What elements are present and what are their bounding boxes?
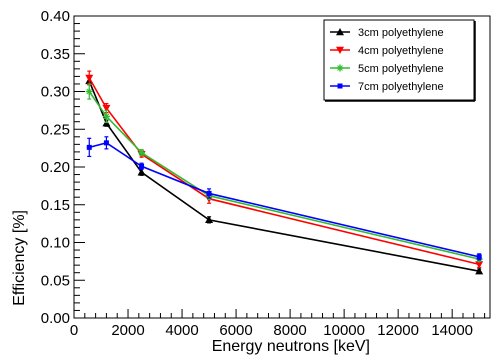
- data-point: [336, 28, 344, 36]
- data-point: [337, 83, 343, 89]
- y-tick-label: 0.00: [41, 310, 70, 327]
- legend-entry: 5cm polyethylene: [330, 63, 444, 75]
- x-tick-label: 6000: [219, 322, 252, 339]
- series-3: [85, 83, 483, 263]
- y-tick-label: 0.20: [41, 159, 70, 176]
- legend-label: 3cm polyethylene: [358, 27, 444, 39]
- x-tick-label: 10000: [323, 322, 365, 339]
- legend-label: 4cm polyethylene: [358, 45, 444, 57]
- data-point: [86, 144, 92, 150]
- legend-entry: 4cm polyethylene: [330, 45, 444, 57]
- series-line: [89, 141, 480, 258]
- data-point: [102, 112, 110, 120]
- legend-entry: 3cm polyethylene: [330, 27, 444, 39]
- y-tick-label: 0.15: [41, 197, 70, 214]
- legend: 3cm polyethylene 4cm polyethylene 5cm poly…: [323, 19, 476, 102]
- series-4: [86, 136, 482, 261]
- y-tick-label: 0.30: [41, 84, 70, 101]
- data-point: [139, 163, 145, 169]
- data-point: [475, 267, 484, 275]
- y-axis-label: Efficiency [%]: [11, 210, 28, 306]
- y-tick-label: 0.05: [41, 272, 70, 289]
- x-tick-label: 8000: [273, 322, 306, 339]
- x-axis-label: Energy neutrons [keV]: [212, 338, 370, 355]
- series-line: [88, 77, 480, 266]
- axis-ticks: 0 2000 4000 6000 8000 10000 12000 14000 0.00 0.05…: [41, 8, 486, 339]
- x-tick-label: 0: [70, 322, 78, 339]
- x-tick-label: 12000: [377, 322, 419, 339]
- x-tick-label: 4000: [165, 322, 198, 339]
- series-1: [85, 76, 484, 275]
- data-point: [85, 74, 94, 82]
- x-tick-label: 2000: [111, 322, 144, 339]
- legend-label: 7cm polyethylene: [358, 81, 444, 93]
- data-point: [85, 88, 93, 95]
- y-tick-label: 0.25: [41, 121, 70, 138]
- data-point: [206, 190, 212, 196]
- legend-entry: 7cm polyethylene: [330, 81, 444, 93]
- data-point: [336, 64, 344, 72]
- data-point: [102, 104, 111, 113]
- data-point: [137, 168, 146, 176]
- legend-label: 5cm polyethylene: [358, 63, 444, 75]
- data-point: [205, 215, 214, 224]
- y-tick-label: 0.40: [41, 8, 70, 25]
- y-tick-label: 0.10: [41, 235, 70, 252]
- data-point: [103, 140, 109, 146]
- x-tick-label: 14000: [431, 322, 473, 339]
- data-point: [475, 261, 484, 269]
- data-point: [476, 254, 482, 260]
- data-point: [336, 46, 344, 54]
- data-point: [138, 149, 146, 157]
- plot-frame: [73, 15, 491, 319]
- series-group: [85, 70, 484, 275]
- y-tick-label: 0.35: [41, 46, 70, 63]
